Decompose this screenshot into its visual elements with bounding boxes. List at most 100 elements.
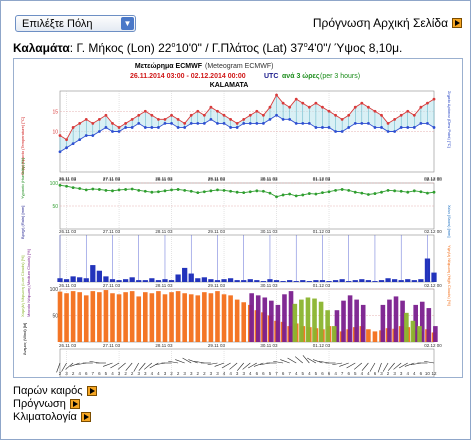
temp-point: [366, 105, 370, 109]
degree-sign-lat: o: [303, 42, 308, 49]
cloud-low-bar: [143, 292, 148, 342]
link-current-weather[interactable]: Παρών καιρός: [13, 385, 97, 398]
orange-arrow-icon[interactable]: [86, 386, 97, 397]
rain-bar: [332, 280, 339, 282]
link-forecast[interactable]: Πρόγνωση: [13, 398, 97, 411]
rain-bar: [352, 280, 358, 282]
temp-point: [130, 117, 134, 121]
wind-speed-label: 6: [85, 371, 88, 376]
wind-barb: [175, 359, 185, 364]
wind-barb: [287, 357, 297, 364]
cloud-mid-bar: [318, 301, 324, 342]
temp-point: [78, 122, 82, 125]
cloud-low-bar: [366, 329, 371, 342]
meteogram-chart: Μετεώρημα ECMWF (Meteogram ECMWF) 26.11.…: [13, 58, 463, 378]
orange-arrow-icon[interactable]: [452, 18, 462, 28]
rh-point: [65, 184, 68, 188]
cloud-high-bar: [255, 295, 261, 342]
rh-point: [111, 189, 114, 193]
rain-bar: [63, 279, 70, 282]
cloud-high-bar: [426, 308, 432, 342]
wind-barb: [273, 360, 284, 364]
city-select[interactable]: Επιλέξτε Πόλη ▼: [15, 15, 136, 32]
dew-point: [202, 122, 206, 125]
temp-point: [58, 134, 62, 137]
dew-point: [222, 122, 226, 125]
wind-barb: [307, 357, 317, 364]
orange-arrow-icon[interactable]: [80, 412, 91, 423]
wind-speed-label: 4: [229, 371, 232, 376]
dew-point: [189, 122, 193, 125]
rh-point: [143, 189, 147, 193]
x-tick-label: 30.11 03: [260, 283, 278, 288]
wind-barb: [398, 362, 408, 369]
rain-bar: [168, 280, 175, 282]
cloud-low-bar: [195, 295, 201, 342]
link-climatology[interactable]: Κλιματολογία: [13, 411, 97, 424]
wind-barb: [332, 362, 343, 366]
dew-point: [426, 122, 429, 125]
rh-point: [353, 190, 357, 194]
orange-arrow-icon[interactable]: [69, 399, 80, 410]
wind-barb: [133, 362, 139, 372]
wind-speed-label: 3: [216, 371, 219, 376]
cloud-high-axis-label: Υψηλή Νέφωση (High Clouds) [%]: [447, 245, 452, 306]
temp-point: [393, 117, 397, 121]
rh-point: [393, 189, 397, 193]
cloud-high-bar: [341, 300, 346, 342]
rh-point: [373, 192, 377, 195]
rh-point: [347, 188, 351, 192]
x-tick-label: 30.11 03: [260, 176, 278, 181]
wind-barb: [242, 362, 251, 370]
link-current-weather-label: Παρών καιρός: [13, 385, 83, 397]
cloud-high-bar: [334, 310, 340, 342]
rh-point: [183, 188, 187, 192]
home-link[interactable]: Πρόγνωση Αρχική Σελίδα: [312, 16, 462, 30]
wind-barb: [353, 362, 363, 370]
temp-point: [380, 113, 383, 117]
dew-point: [353, 122, 357, 125]
wind-speed-label: 3: [236, 371, 239, 376]
dew-point: [84, 134, 88, 137]
temp-point: [399, 113, 403, 117]
x-tick-label: 02.12 00: [424, 283, 442, 288]
wind-speed-label: 2: [72, 371, 75, 376]
x-tick-label: 28.11 03: [155, 283, 173, 288]
dew-point: [275, 113, 278, 117]
wind-barb: [56, 362, 61, 373]
dew-point: [196, 122, 200, 125]
temp-point: [71, 126, 75, 129]
x-tick-label: 28.11 03: [155, 343, 173, 348]
cloud-low-bar: [83, 295, 89, 342]
wind-speed-label: 3: [190, 371, 193, 376]
cloud-low-bar: [175, 291, 181, 342]
rain-bar: [418, 279, 424, 282]
x-tick-label: 29.11 03: [208, 283, 226, 288]
wind-barb: [237, 362, 244, 371]
rh-point: [262, 189, 265, 193]
dew-point: [406, 126, 410, 129]
dew-point: [235, 126, 239, 129]
x-tick-label: 30.11 03: [260, 177, 278, 182]
rh-point: [216, 188, 219, 192]
rain-bar: [201, 277, 207, 282]
x-tick-label: 01.12 03: [313, 229, 331, 234]
temp-point: [419, 105, 423, 109]
wind-speed-label: 7: [288, 371, 291, 376]
wind-speed-label: 3: [210, 371, 213, 376]
dew-point: [307, 122, 311, 125]
rh-point: [124, 188, 128, 191]
dew-point: [380, 126, 383, 129]
dew-point: [150, 126, 154, 129]
y-tick-label: 50: [52, 204, 58, 210]
home-link-label: Πρόγνωση Αρχική Σελίδα: [312, 16, 448, 30]
x-tick-label: 28.11 03: [155, 176, 173, 181]
cloud-low-bar: [182, 293, 187, 342]
meteogram-step-gr: ανά 3 ώρες: [282, 73, 320, 80]
x-tick-label: 26.11 03: [59, 343, 77, 348]
wind-speed-label: 4: [249, 371, 252, 376]
location-lon: : Γ. Μήκος (Lon) 22: [69, 41, 172, 55]
x-tick-label: 01.12 03: [313, 343, 331, 348]
dew-point: [176, 126, 180, 129]
cloud-mid-bar: [331, 326, 337, 342]
